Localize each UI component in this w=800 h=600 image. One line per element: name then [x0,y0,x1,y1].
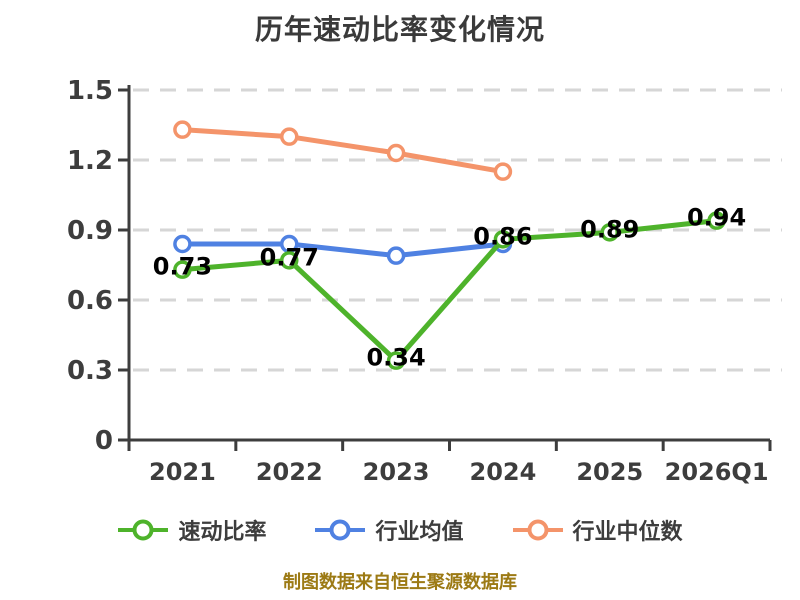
series-line [179,218,720,364]
data-point-label: 0.89 [580,215,639,243]
x-tick-label: 2021 [149,458,216,486]
data-point-label: 0.94 [687,204,746,232]
data-point [386,143,406,163]
legend-item-industry-mean: 行业均值 [314,514,464,546]
data-point-label: 0.77 [260,243,319,271]
data-point [493,230,513,249]
series-line [179,241,506,259]
chart-title: 历年速动比率变化情况 [254,13,545,46]
y-tick-label: 0.6 [67,286,113,316]
data-point [386,351,406,370]
data-point [493,162,513,181]
legend-circle-icon [527,519,548,541]
data-point [280,251,299,270]
data-point [173,260,192,279]
y-tick-label: 1.5 [67,76,113,106]
data-point [600,223,619,242]
x-tick-label: 2024 [470,458,537,486]
x-tick-label: 2023 [363,458,430,486]
legend: 速动比率 行业均值 行业中位数 [0,514,800,546]
legend-circle-icon [329,519,351,541]
data-source-note: 制图数据来自恒生聚源数据库 [283,572,517,593]
legend-marker-quick-ratio [118,519,169,541]
legend-label-quick-ratio: 速动比率 [178,520,267,545]
y-tick-label: 0.9 [67,216,113,246]
y-tick-label: 0 [95,426,113,456]
y-tick-label: 0.3 [67,356,113,386]
data-point-label: 0.86 [473,222,532,250]
plot-area: 0 0.3 0.6 0.9 1.2 1.5 2021 2022 2023 2024 2025 2026… [67,76,782,486]
x-tick-label: 2022 [256,458,323,486]
data-point [280,127,299,146]
data-point-label: 0.73 [153,253,212,281]
x-tick-label: 2026Q1 [665,458,769,486]
legend-marker-industry-median [512,519,563,541]
legend-marker-industry-mean [315,519,366,541]
data-point [707,211,726,230]
legend-label-industry-mean: 行业均值 [375,520,464,545]
series-line [179,127,506,175]
legend-circle-icon [132,519,154,541]
data-point [173,120,192,139]
data-point-label: 0.34 [366,344,425,372]
data-point [173,234,192,254]
legend-item-industry-median: 行业中位数 [512,514,683,546]
data-point [386,246,406,265]
legend-label-industry-median: 行业中位数 [572,520,683,545]
y-tick-label: 1.2 [67,146,113,176]
legend-item-quick-ratio: 速动比率 [117,514,266,546]
x-tick-label: 2025 [576,458,643,486]
